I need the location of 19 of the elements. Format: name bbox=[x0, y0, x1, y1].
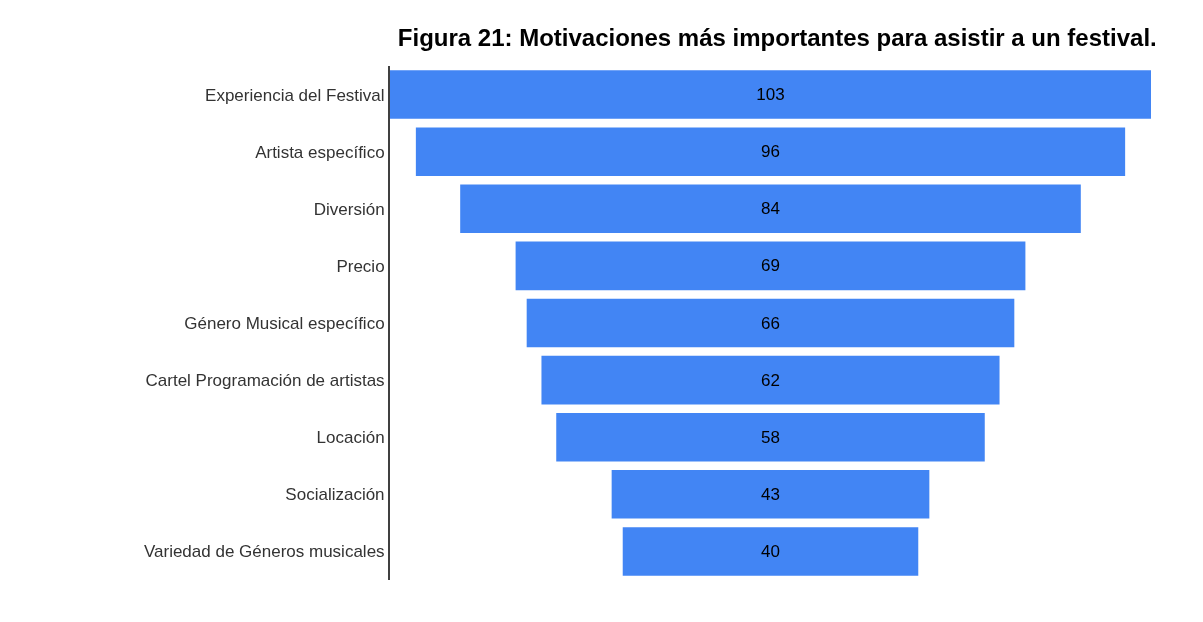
category-label: Género Musical específico bbox=[184, 313, 385, 333]
data-label: 96 bbox=[761, 142, 780, 162]
data-label: 62 bbox=[761, 370, 780, 390]
data-label: 103 bbox=[756, 85, 785, 105]
category-label: Cartel Programación de artistas bbox=[145, 371, 385, 391]
data-label: 69 bbox=[761, 256, 780, 276]
category-label: Experiencia del Festival bbox=[205, 85, 385, 105]
category-label: Locación bbox=[316, 428, 385, 448]
data-label: 84 bbox=[761, 199, 780, 219]
data-label: 58 bbox=[761, 427, 780, 447]
category-label: Artista específico bbox=[255, 142, 385, 162]
text: Figura 21: Motivaciones más importantes para asistir a un festival. bbox=[397, 23, 1157, 51]
data-label: 40 bbox=[761, 541, 780, 561]
data-label: 43 bbox=[761, 484, 780, 504]
category-label: Diversión bbox=[313, 199, 385, 219]
category-label: Socialización bbox=[285, 485, 385, 505]
data-label: 66 bbox=[761, 313, 780, 333]
category-label: Precio bbox=[336, 256, 385, 276]
category-label: Variedad de Géneros musicales bbox=[143, 542, 385, 562]
